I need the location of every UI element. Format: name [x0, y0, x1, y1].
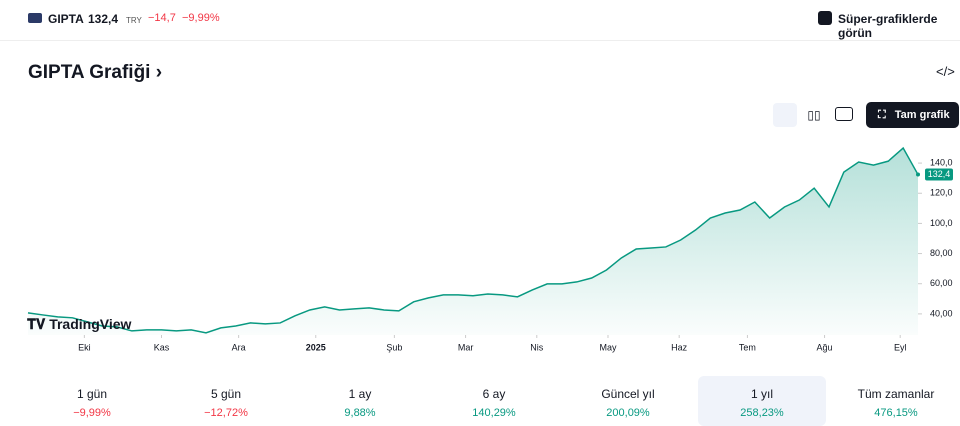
x-tick-label: Eki — [78, 342, 91, 352]
period-change: −12,72% — [204, 407, 248, 419]
period-label: Güncel yıl — [601, 387, 655, 401]
section-title[interactable]: GIPTA Grafiği › — [28, 62, 163, 83]
period-label: 1 yıl — [750, 387, 773, 401]
price: 132,4 — [88, 12, 119, 26]
header: GIPTA 132,4 TRY −14,7 −9,99% Süper-grafi… — [0, 0, 960, 41]
area-fill — [28, 148, 918, 335]
section-title-text: GIPTA Grafiği — [28, 62, 151, 83]
y-tick-label: 100,0 — [930, 218, 953, 228]
period-button[interactable]: 1 yıl 258,23% — [698, 376, 826, 426]
x-tick-label: Ağu — [817, 342, 833, 352]
y-tick-label: 80,00 — [930, 248, 953, 258]
y-tick-label: 140,0 — [930, 157, 953, 167]
currency: TRY — [126, 16, 142, 25]
logo — [28, 13, 42, 23]
full-chart-label: Tam grafik — [894, 109, 950, 121]
period-button[interactable]: Güncel yıl 200,09% — [564, 376, 692, 426]
y-tick-label: 40,00 — [930, 308, 953, 318]
x-tick-label: Nis — [530, 342, 543, 352]
x-tick-label: Şub — [386, 342, 402, 352]
snapshot-button[interactable] — [835, 107, 853, 121]
period-label: 5 gün — [210, 387, 242, 401]
x-tick-label: Eyl — [894, 342, 907, 352]
x-tick-label: Tem — [739, 342, 756, 352]
period-label: 1 gün — [76, 387, 108, 401]
super-link[interactable]: Süper-grafiklerde görün — [838, 12, 938, 40]
y-tick-label: 120,0 — [930, 188, 953, 198]
period-button[interactable]: 1 gün −9,99% — [28, 376, 156, 426]
period-label: 1 ay — [348, 387, 372, 401]
period-button[interactable]: 1 ay 9,88% — [296, 376, 424, 426]
period-change: 258,23% — [740, 407, 784, 419]
watermark: 𝐓𝐕 TradingView — [27, 316, 132, 332]
area-button[interactable] — [773, 103, 797, 127]
period-button[interactable]: 6 ay 140,29% — [430, 376, 558, 426]
period-change: −9,99% — [73, 407, 111, 419]
period-button[interactable]: Tüm zamanlar 476,15% — [832, 376, 960, 426]
period-change: 9,88% — [344, 407, 376, 419]
watermark-text: TradingView — [49, 316, 131, 332]
x-tick-label: May — [599, 342, 617, 352]
symbol: GIPTA — [48, 12, 84, 26]
candle-button[interactable]: ▯▯ — [807, 108, 821, 122]
price-tag-label: 132,4 — [928, 169, 951, 179]
x-tick-label: Haz — [671, 342, 688, 352]
full-chart-button[interactable]: ⛶ Tam grafik — [866, 102, 959, 128]
y-tick-label: 60,00 — [930, 278, 953, 288]
last-point — [916, 172, 920, 177]
embed-button[interactable]: </> — [936, 64, 955, 79]
period-change: 476,15% — [874, 407, 918, 419]
x-tick-label: Mar — [458, 342, 474, 352]
x-tick-label: Kas — [154, 342, 170, 352]
period-button[interactable]: 5 gün −12,72% — [162, 376, 290, 426]
change-pct: −9,99% — [182, 12, 220, 24]
period-change: 200,09% — [606, 407, 650, 419]
period-label: Tüm zamanlar — [857, 387, 935, 401]
price-tag — [925, 168, 953, 181]
x-tick-label: 2025 — [306, 342, 326, 352]
change: −14,7 — [148, 12, 176, 24]
x-tick-label: Ara — [232, 342, 246, 352]
super-icon — [818, 11, 832, 25]
period-label: 6 ay — [482, 387, 506, 401]
period-change: 140,29% — [472, 407, 516, 419]
price-line — [27, 146, 919, 334]
